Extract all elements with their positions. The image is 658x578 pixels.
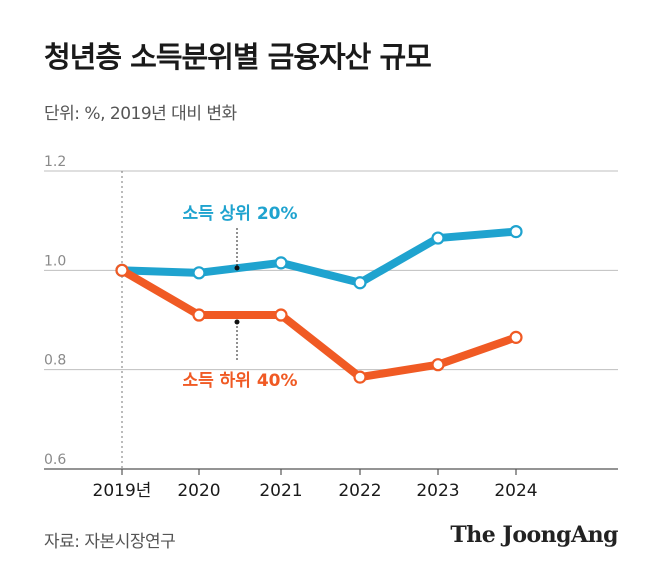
data-point: [431, 231, 445, 245]
data-point: [353, 276, 367, 290]
x-tick-label: 2020: [177, 481, 220, 501]
series-label: 소득 하위 40%: [182, 371, 297, 391]
x-axis: 2019년 2020 2021 2022 2023 2024: [44, 171, 618, 501]
x-tick-label: 2024: [494, 481, 537, 501]
y-tick-label: 1.0: [44, 253, 66, 269]
source-note: 자료: 자본시장연구: [44, 532, 176, 552]
data-point: [353, 370, 367, 384]
y-tick-label: 1.2: [44, 154, 66, 170]
y-tick-label: 0.6: [44, 452, 66, 468]
y-axis-ticks: 0.6 0.8 1.0 1.2: [44, 154, 66, 468]
series-callouts: 소득 상위 20% 소득 하위 40%: [182, 204, 297, 391]
brand-logo: The JoongAng: [450, 522, 618, 548]
data-point: [115, 263, 129, 277]
callout-dot: [234, 319, 240, 325]
series-label: 소득 상위 20%: [182, 204, 297, 224]
callout-dot: [234, 265, 240, 271]
series-line: [118, 266, 520, 382]
data-point: [192, 308, 206, 322]
series-lines: [115, 224, 523, 384]
unit-label: 단위: %, 2019년 대비 변화: [44, 104, 237, 124]
grid-lines: [44, 170, 618, 470]
data-point: [509, 330, 523, 344]
data-point: [274, 256, 288, 270]
data-point: [274, 308, 288, 322]
y-tick-label: 0.8: [44, 353, 66, 369]
series-line: [118, 227, 520, 287]
data-point: [192, 266, 206, 280]
x-tick-label: 2023: [416, 481, 459, 501]
data-point: [431, 358, 445, 372]
data-point: [509, 224, 523, 239]
x-tick-label: 2019년: [93, 481, 152, 501]
x-tick-label: 2022: [338, 481, 381, 501]
x-tick-label: 2021: [259, 481, 302, 501]
chart-title: 청년층 소득분위별 금융자산 규모: [44, 40, 432, 74]
